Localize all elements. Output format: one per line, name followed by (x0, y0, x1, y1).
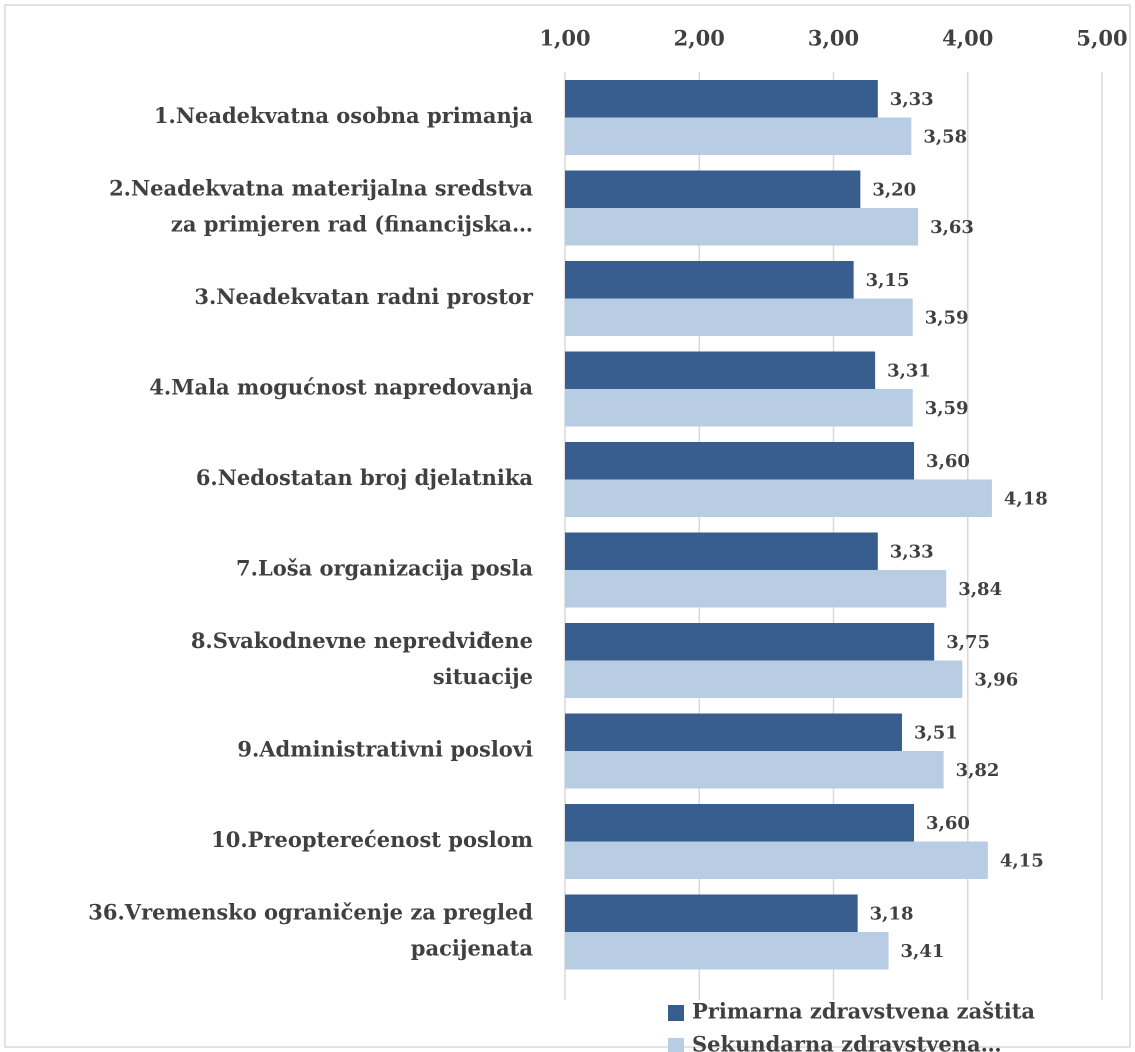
x-tick-label: 3,00 (808, 26, 859, 51)
bar (565, 804, 915, 842)
y-tick-label: 6.Nedostatan broj djelatnika (196, 465, 534, 490)
value-label: 3,82 (956, 760, 1000, 781)
value-label: 3,41 (901, 941, 945, 962)
x-tick-label: 4,00 (942, 26, 993, 51)
value-label: 3,58 (923, 126, 967, 147)
bar (565, 389, 913, 427)
bar (565, 751, 944, 789)
x-tick-label: 1,00 (539, 26, 590, 51)
legend-swatch (668, 1005, 684, 1021)
value-label: 3,60 (926, 813, 970, 834)
value-label: 3,96 (974, 669, 1018, 690)
bar (565, 80, 878, 118)
bar (565, 170, 861, 208)
value-label: 3,59 (925, 307, 969, 328)
y-tick-label: za primjeren rad (financijska… (171, 211, 533, 236)
value-label: 3,59 (925, 398, 969, 419)
bar (565, 479, 992, 517)
bar (565, 570, 947, 608)
y-tick-label: 8.Svakodnevne nepredviđene (191, 628, 533, 653)
value-label: 3,33 (890, 89, 934, 110)
y-tick-label: pacijenata (411, 935, 534, 960)
value-label: 3,60 (926, 451, 970, 472)
legend-label: Sekundarna zdravstvena… (692, 1032, 1002, 1052)
value-label: 3,51 (914, 722, 958, 743)
value-label: 3,31 (887, 360, 931, 381)
bar (565, 261, 854, 299)
bar (565, 442, 915, 480)
bar (565, 532, 878, 570)
x-tick-label: 2,00 (674, 26, 725, 51)
y-tick-label: 10.Preopterećenost poslom (211, 827, 533, 852)
y-tick-label: 9.Administrativni poslovi (237, 736, 533, 761)
bar (565, 932, 889, 970)
legend-label: Primarna zdravstvena zaštita (692, 999, 1035, 1024)
value-label: 3,75 (946, 632, 990, 653)
bar (565, 623, 935, 661)
y-tick-label: 4.Mala mogućnost napredovanja (149, 374, 533, 399)
x-tick-label: 5,00 (1076, 26, 1127, 51)
y-tick-label: 3.Neadekvatan radni prostor (194, 284, 534, 309)
value-label: 3,20 (872, 179, 916, 200)
bar (565, 208, 919, 246)
value-label: 3,63 (930, 217, 974, 238)
bar (565, 117, 912, 155)
bar (565, 894, 858, 932)
value-label: 3,33 (890, 541, 934, 562)
value-label: 4,18 (1004, 488, 1048, 509)
bar (565, 841, 988, 879)
bar (565, 713, 902, 751)
chart-border (4, 4, 1131, 1048)
y-tick-label: 7.Loša organizacija posla (236, 555, 533, 580)
legend-swatch (668, 1038, 684, 1052)
value-label: 4,15 (1000, 850, 1044, 871)
bar (565, 351, 876, 389)
bar (565, 298, 913, 336)
y-tick-label: 1.Neadekvatna osobna primanja (154, 103, 534, 128)
value-label: 3,84 (958, 579, 1002, 600)
value-label: 3,18 (870, 903, 914, 924)
y-tick-label: situacije (433, 664, 533, 689)
y-tick-label: 2.Neadekvatna materijalna sredstva (109, 175, 533, 200)
y-tick-label: 36.Vremensko ograničenje za pregled (88, 899, 533, 924)
value-label: 3,15 (866, 270, 910, 291)
bar (565, 660, 963, 698)
